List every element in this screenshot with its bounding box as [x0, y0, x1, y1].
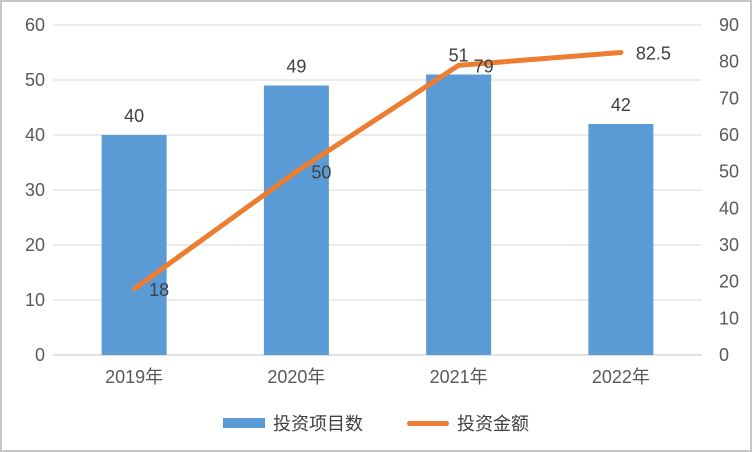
- legend-label-bar-series: 投资项目数: [273, 414, 363, 434]
- right-axis-tick: 0: [719, 345, 729, 365]
- right-axis-tick: 80: [719, 52, 739, 72]
- legend: 投资项目数 投资金额: [2, 406, 750, 440]
- bar-data-label: 51: [449, 46, 469, 66]
- left-axis-tick: 30: [25, 180, 45, 200]
- line-data-label: 50: [311, 163, 331, 183]
- x-axis-label: 2019年: [105, 367, 163, 387]
- bar[interactable]: [101, 135, 167, 355]
- right-axis-tick: 40: [719, 198, 739, 218]
- bar[interactable]: [263, 85, 329, 356]
- bar-series-swatch: [223, 418, 265, 428]
- right-axis-tick: 50: [719, 162, 739, 182]
- bar-data-label: 42: [611, 95, 631, 115]
- left-axis-tick: 50: [25, 70, 45, 90]
- bar-data-label: 40: [124, 106, 144, 126]
- line-data-label: 79: [474, 56, 494, 76]
- legend-item-line-series[interactable]: 投资金额: [407, 410, 529, 436]
- left-axis-tick: 20: [25, 235, 45, 255]
- bar-data-label: 49: [286, 57, 306, 77]
- legend-label-line-series: 投资金额: [457, 414, 529, 434]
- line-data-label: 82.5: [636, 44, 671, 64]
- right-axis-tick: 90: [719, 15, 739, 35]
- right-axis-tick: 70: [719, 88, 739, 108]
- x-axis-label: 2020年: [267, 367, 325, 387]
- right-axis-tick: 20: [719, 272, 739, 292]
- left-axis-tick: 0: [35, 345, 45, 365]
- combo-chart-plot: 0 10 20 30 40 50 60 0 10 20 30 40 50 60 70 80 90 2019年 202…: [25, 15, 739, 387]
- bar[interactable]: [426, 74, 492, 356]
- right-axis-tick: 30: [719, 235, 739, 255]
- left-axis-tick: 10: [25, 290, 45, 310]
- left-axis-tick: 60: [25, 15, 45, 35]
- line-series[interactable]: [131, 50, 624, 292]
- bar[interactable]: [588, 124, 654, 355]
- right-axis-tick: 10: [719, 308, 739, 328]
- right-axis-tick: 60: [719, 125, 739, 145]
- left-axis-tick: 40: [25, 125, 45, 145]
- x-axis-label: 2022年: [592, 367, 650, 387]
- line-data-label: 18: [149, 280, 169, 300]
- x-axis-label: 2021年: [430, 367, 488, 387]
- legend-item-bar-series[interactable]: 投资项目数: [223, 410, 363, 436]
- line-series-swatch: [407, 420, 449, 426]
